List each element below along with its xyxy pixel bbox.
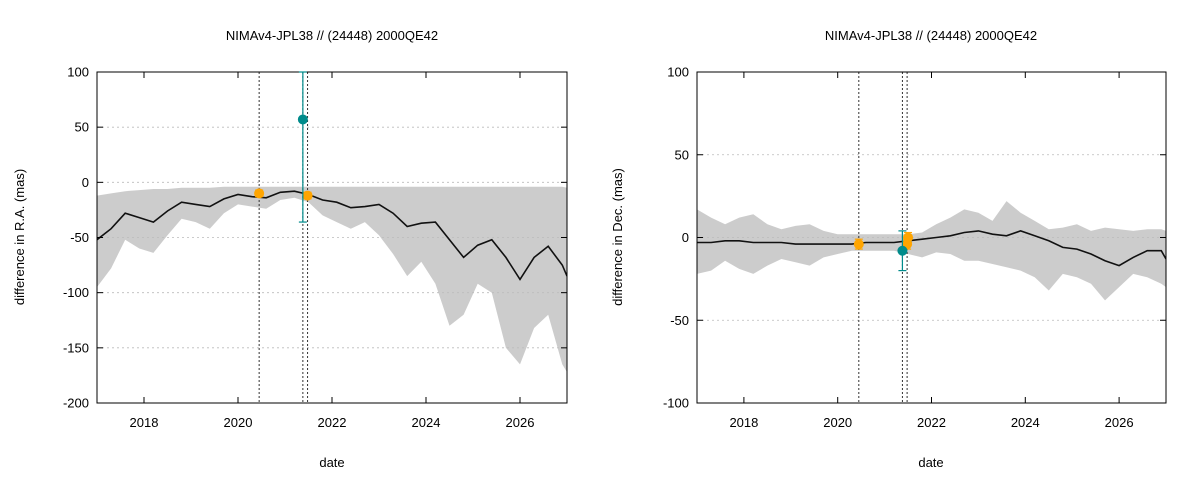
y-tick-label: -50 <box>70 230 89 245</box>
dec-panel: NIMAv4-JPL38 // (24448) 2000QE42 date di… <box>610 28 1167 470</box>
x-tick-label: 2020 <box>823 415 852 430</box>
observation-point <box>853 239 864 250</box>
nominal-difference-line <box>97 190 567 281</box>
nominal-difference-line <box>697 230 1166 267</box>
observation-point <box>254 188 265 199</box>
y-tick-label: -150 <box>63 340 89 355</box>
y-tick-label: -100 <box>663 396 689 411</box>
y-tick-label: -200 <box>63 396 89 411</box>
x-tick-label: 2026 <box>1105 415 1134 430</box>
y-tick-label: 100 <box>67 65 89 80</box>
x-tick-label: 2022 <box>917 415 946 430</box>
y-tick-label: -50 <box>670 313 689 328</box>
x-tick-label: 2024 <box>412 415 441 430</box>
x-axis-label: date <box>918 455 943 470</box>
observation-point <box>302 190 313 201</box>
x-tick-label: 2024 <box>1011 415 1040 430</box>
chart-title: NIMAv4-JPL38 // (24448) 2000QE42 <box>226 28 438 43</box>
y-tick-label: 100 <box>667 65 689 80</box>
observation-point <box>297 114 308 125</box>
y-axis-label: difference in R.A. (mas) <box>12 169 27 305</box>
x-tick-label: 2022 <box>318 415 347 430</box>
x-tick-label: 2026 <box>506 415 535 430</box>
y-axis-label: difference in Dec. (mas) <box>610 168 625 306</box>
ra-panel: NIMAv4-JPL38 // (24448) 2000QE42 date di… <box>12 28 568 470</box>
x-tick-label: 2018 <box>729 415 758 430</box>
y-tick-label: 50 <box>675 147 689 162</box>
uncertainty-envelope <box>697 201 1166 301</box>
y-tick-label: 0 <box>682 230 689 245</box>
observation-point <box>897 245 908 256</box>
y-tick-label: -100 <box>63 285 89 300</box>
x-axis-label: date <box>319 455 344 470</box>
uncertainty-envelope <box>97 186 567 373</box>
chart-title: NIMAv4-JPL38 // (24448) 2000QE42 <box>825 28 1037 43</box>
y-tick-label: 0 <box>82 175 89 190</box>
observation-point <box>903 232 914 243</box>
y-tick-label: 50 <box>75 120 89 135</box>
x-tick-label: 2020 <box>224 415 253 430</box>
x-tick-label: 2018 <box>130 415 159 430</box>
